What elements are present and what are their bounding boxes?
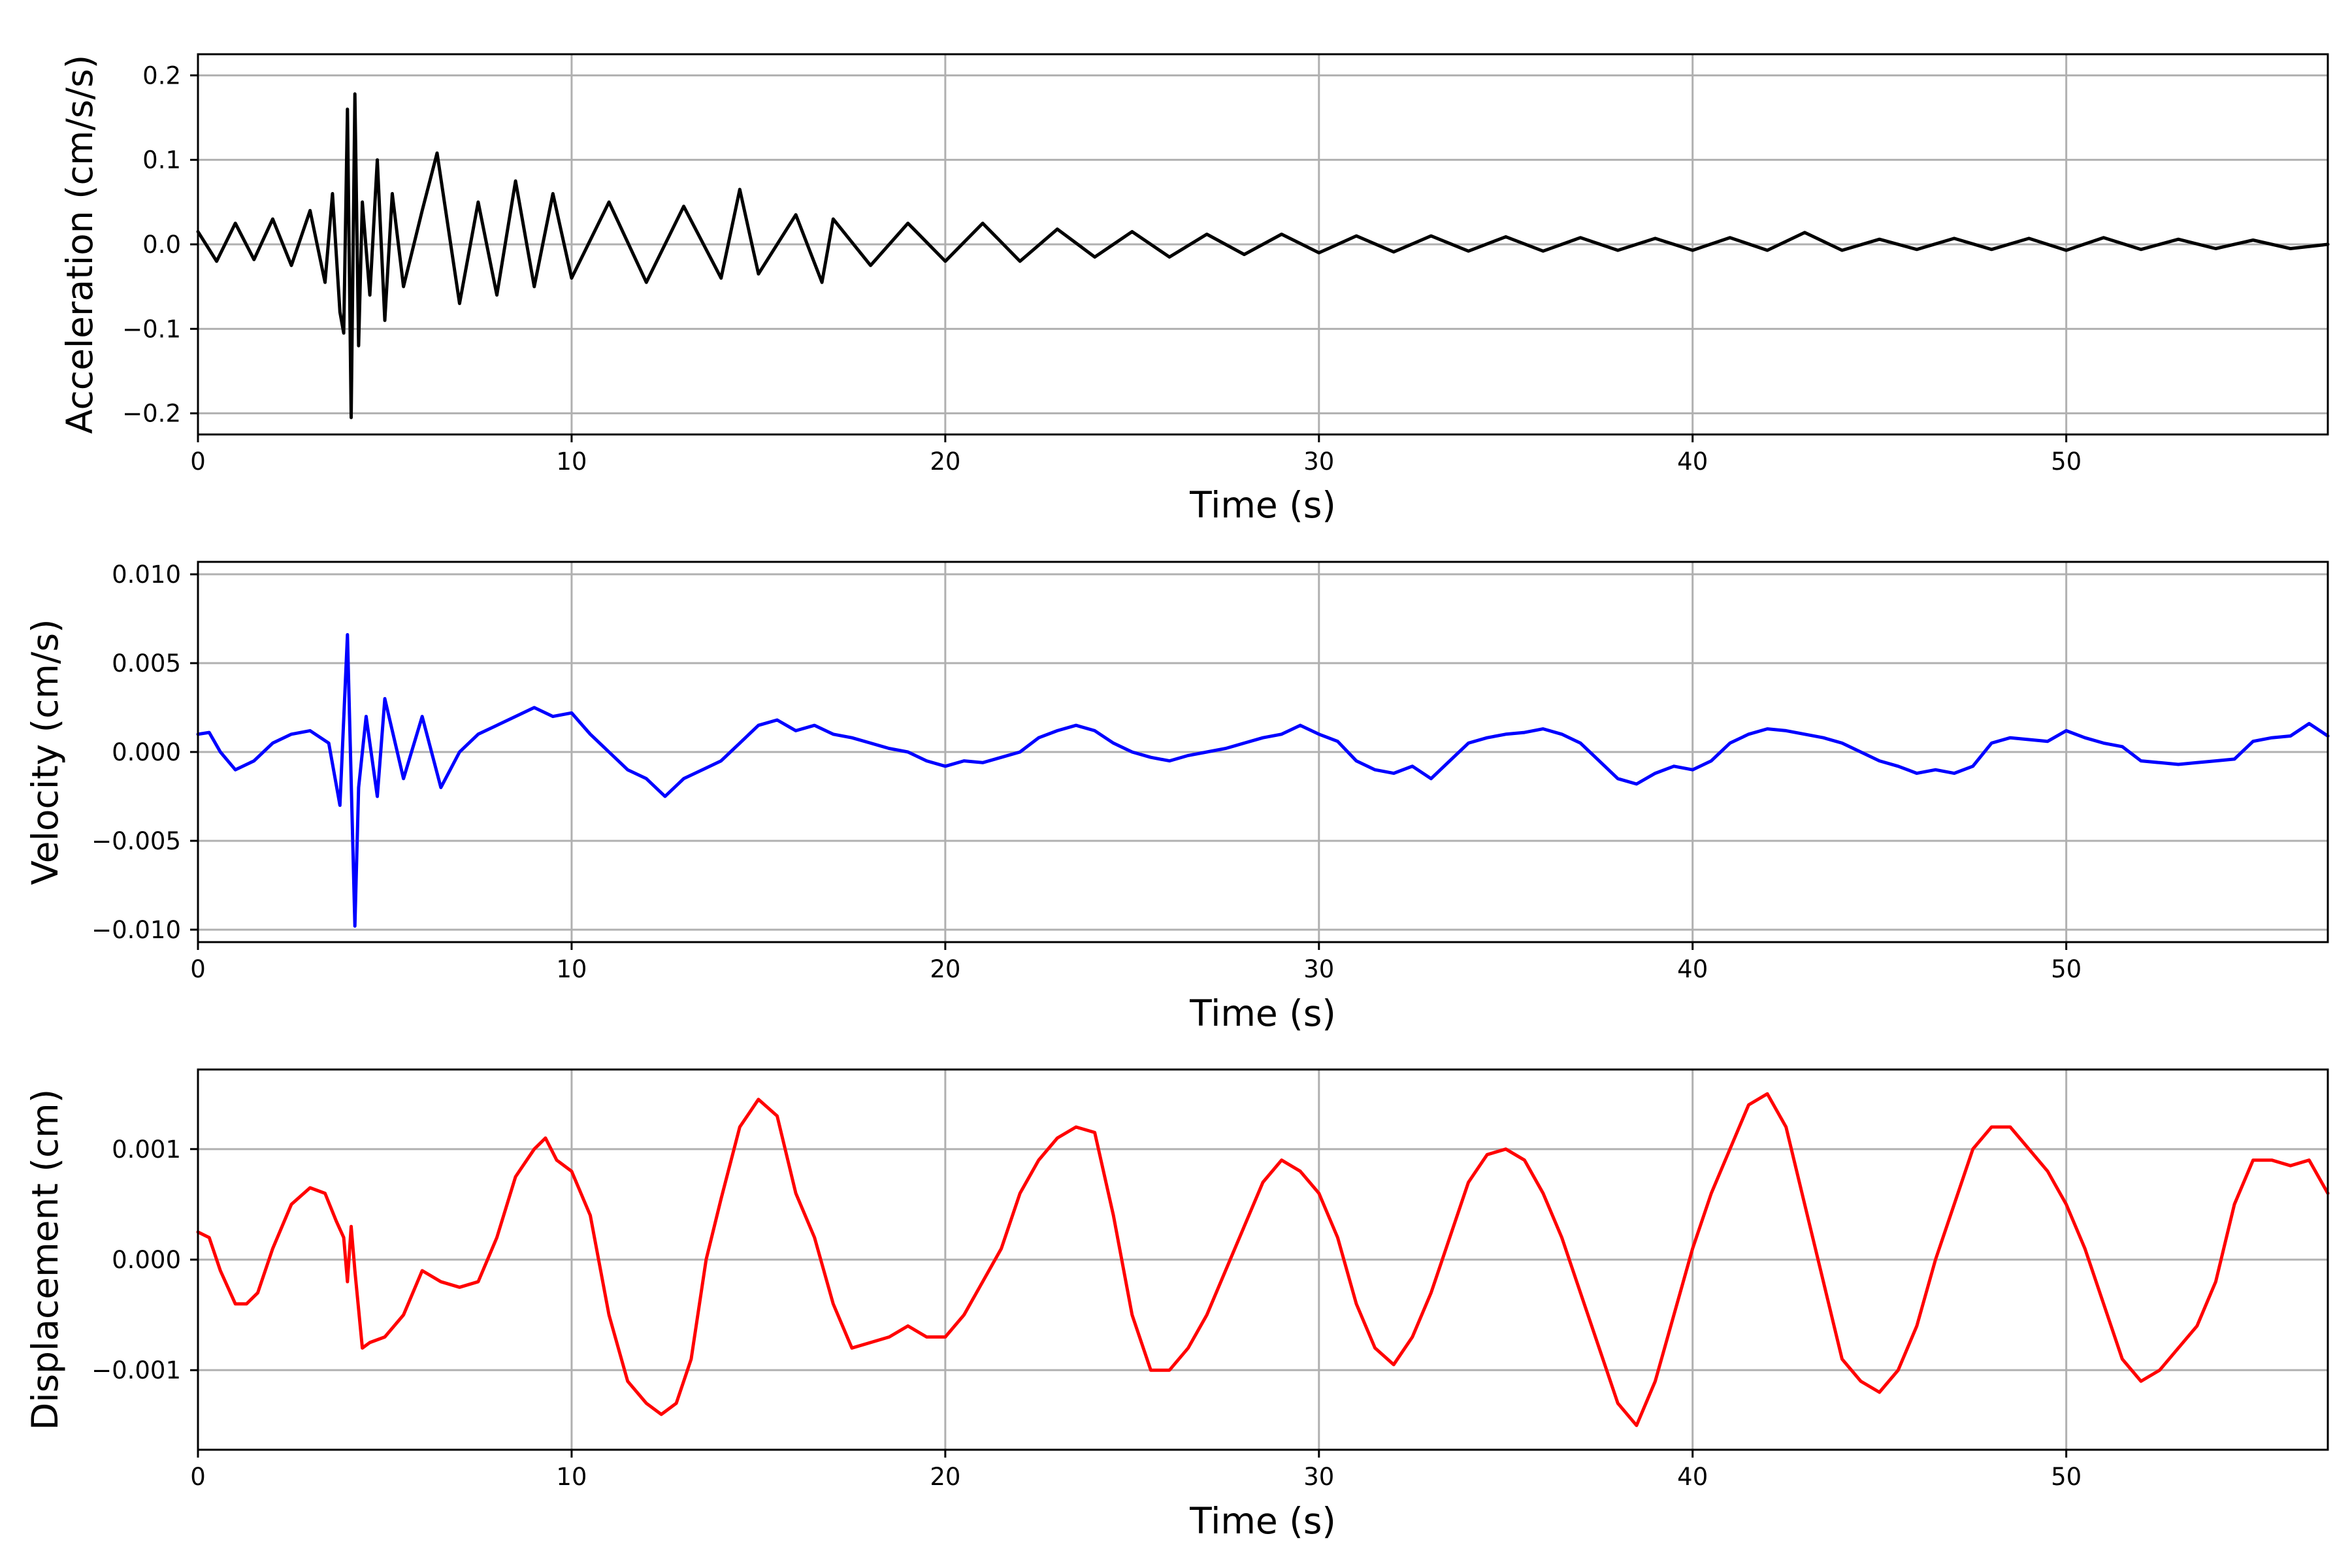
velocity-panel: 0 10 20 30 40 50 −0.010−0.0050.0000.0050.010 … [24,561,2330,1034]
acceleration-x-axis-label: Time (s) [1189,484,1336,526]
velocity-series-line [196,633,2330,928]
velocity-grid [197,562,2328,942]
acceleration-y-tick-label: 0.1 [142,146,181,174]
displacement-panel: 0 10 20 30 40 50 −0.001 0.000 0.001 Time (s) Di… [24,1068,2330,1542]
displacement-series-line [196,1092,2330,1428]
velocity-x-tick-label: 10 [556,955,587,983]
acceleration-series [196,92,2330,419]
velocity-x-tick-label: 50 [2051,955,2082,983]
displacement-y-axis-label: Displacement (cm) [24,1089,66,1430]
acceleration-panel: 0 10 20 30 40 50 −0.2 −0.1 0.0 0.1 0.2 Time (s) A… [59,53,2330,526]
displacement-x-tick-label: 50 [2051,1463,2082,1491]
velocity-y-tick-label: 0.005 [112,649,181,678]
displacement-x-ticks: 0 10 20 30 40 50 [190,1450,2082,1491]
velocity-series [196,633,2330,928]
displacement-y-tick-label: 0.000 [112,1246,181,1274]
velocity-x-tick-label: 20 [930,955,960,983]
acceleration-y-tick-label: −0.1 [122,315,181,343]
displacement-x-tick-label: 0 [190,1463,206,1491]
acceleration-grid [197,54,2328,434]
velocity-x-tick-label: 40 [1677,955,1708,983]
displacement-y-ticks: −0.001 0.000 0.001 [91,1135,198,1384]
velocity-y-ticks: −0.010 −0.005 0.000 0.005 0.010 [91,561,198,944]
displacement-y-tick-label: −0.001 [91,1356,181,1384]
acceleration-y-tick-label: 0.2 [142,61,181,90]
displacement-x-tick-label: 30 [1303,1463,1334,1491]
displacement-x-tick-label: 20 [930,1463,960,1491]
displacement-x-tick-label: 40 [1677,1463,1708,1491]
displacement-x-tick-label: 10 [556,1463,587,1491]
acceleration-series-line [196,92,2330,419]
velocity-x-ticks: 0 10 20 30 40 50 [190,942,2082,983]
velocity-x-tick-label: 30 [1303,955,1334,983]
velocity-y-tick-label: −0.005 [91,827,181,855]
displacement-y-tick-label: 0.001 [112,1135,181,1164]
displacement-series [196,1092,2330,1428]
acceleration-x-tick-label: 40 [1677,448,1708,476]
acceleration-x-ticks: 0 10 20 30 40 50 [190,434,2082,476]
velocity-x-tick-label: 0 [190,955,206,983]
acceleration-x-tick-label: 30 [1303,448,1334,476]
acceleration-x-tick-label: 10 [556,448,587,476]
acceleration-x-tick-label: 0 [190,448,206,476]
acceleration-x-tick-label: 50 [2051,448,2082,476]
velocity-y-tick-label: 0.000 [112,738,181,766]
displacement-x-axis-label: Time (s) [1189,1500,1336,1542]
acceleration-y-axis-label: Acceleration (cm/s/s) [59,55,101,434]
acceleration-y-tick-label: 0.0 [142,231,181,259]
acceleration-x-tick-label: 20 [930,448,960,476]
velocity-y-tick-label: 0.010 [112,561,181,589]
velocity-y-axis-label: Velocity (cm/s) [24,619,66,885]
acceleration-y-ticks: −0.2 −0.1 0.0 0.1 0.2 [122,61,198,428]
velocity-y-tick-label: −0.010 [91,916,181,944]
acceleration-y-tick-label: −0.2 [122,400,181,428]
displacement-grid [197,1070,2328,1450]
velocity-x-axis-label: Time (s) [1189,992,1336,1034]
